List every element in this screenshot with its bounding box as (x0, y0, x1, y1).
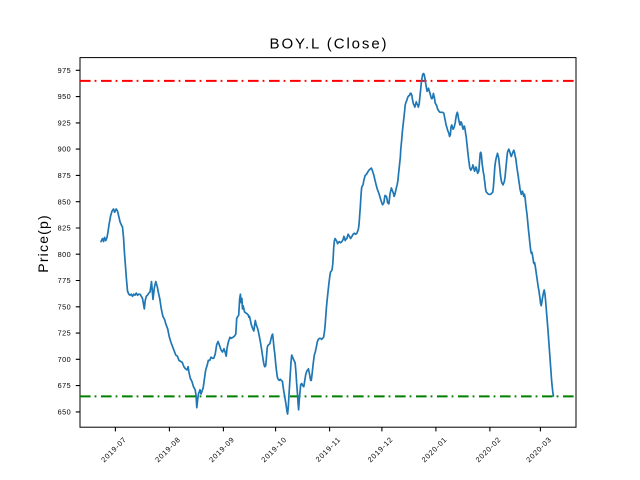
svg-text:725: 725 (58, 329, 72, 338)
svg-text:650: 650 (58, 408, 72, 417)
svg-text:800: 800 (58, 250, 72, 259)
svg-text:750: 750 (58, 302, 72, 311)
svg-text:Price(p): Price(p) (35, 214, 51, 273)
svg-text:925: 925 (58, 119, 72, 128)
svg-text:775: 775 (58, 276, 72, 285)
svg-text:900: 900 (58, 145, 72, 154)
svg-text:950: 950 (58, 92, 72, 101)
svg-text:875: 875 (58, 171, 72, 180)
svg-text:850: 850 (58, 197, 72, 206)
svg-text:700: 700 (58, 355, 72, 364)
svg-text:975: 975 (58, 66, 72, 75)
svg-text:BOY.L (Close): BOY.L (Close) (270, 36, 389, 53)
svg-text:675: 675 (58, 381, 72, 390)
svg-text:825: 825 (58, 224, 72, 233)
